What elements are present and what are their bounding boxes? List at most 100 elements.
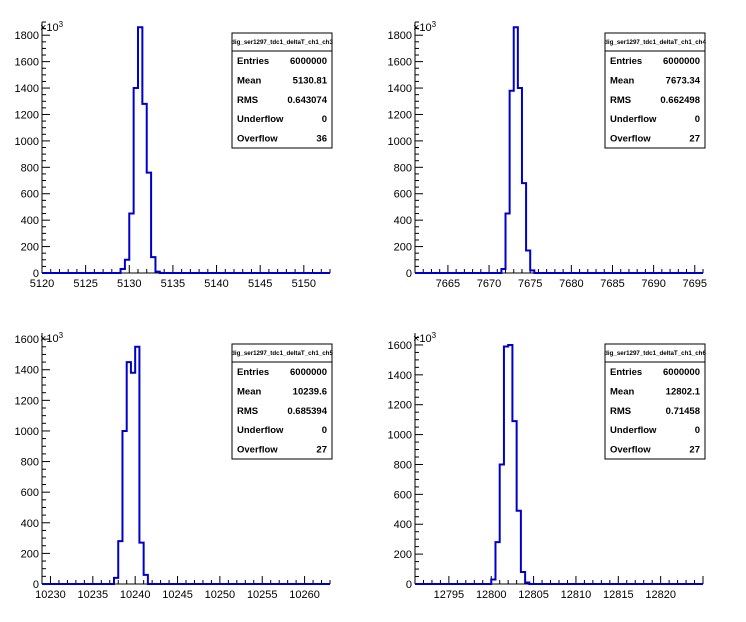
x-tick-label: 12805 — [518, 589, 549, 601]
stats-box-frame — [604, 343, 706, 460]
stat-value: 12802.1 — [666, 386, 701, 397]
x-tick-label: 7670 — [477, 278, 501, 290]
x-tick-label: 5145 — [248, 278, 272, 290]
stat-label: Overflow — [237, 445, 278, 456]
stat-value: 6000000 — [290, 367, 327, 378]
y-tick-label: 0 — [33, 268, 39, 280]
stat-label: RMS — [610, 95, 631, 106]
x-tick-label: 12795 — [434, 589, 465, 601]
x-tick-label: 10235 — [78, 589, 109, 601]
y-tick-label: 1200 — [15, 395, 39, 407]
x-tick-label: 5125 — [73, 278, 97, 290]
x-tick-label: 7695 — [683, 278, 707, 290]
stats-box: dig_ser1297_tdc1_deltaT_ch1_ch6 Entries 60… — [604, 343, 706, 460]
stat-label: RMS — [237, 406, 258, 417]
y-tick-label: 400 — [21, 215, 39, 227]
x-tick-label: 12815 — [603, 589, 634, 601]
histogram-pad-4: 12795 12800 12805 12810 12815 12820 0 200 400 600… — [388, 331, 707, 601]
y-tick-label: 1000 — [388, 430, 412, 442]
stat-value: 27 — [689, 445, 700, 456]
histogram-pad-3: 10230 10235 10240 10245 10250 10255 10260 0 200 4… — [15, 331, 334, 601]
y-exponent-label: ×103 — [40, 331, 64, 345]
stat-value: 0 — [695, 425, 700, 436]
y-tick-label: 200 — [21, 242, 39, 254]
x-tick-label: 7685 — [600, 278, 624, 290]
y-tick-label: 200 — [394, 242, 412, 254]
stat-label: Mean — [237, 386, 261, 397]
x-tick-label: 5140 — [204, 278, 228, 290]
stat-label: Entries — [237, 367, 269, 378]
y-tick-label: 1400 — [388, 83, 412, 95]
y-exponent-label: ×103 — [413, 331, 437, 345]
y-tick-label: 400 — [394, 215, 412, 227]
x-tick-label: 5120 — [30, 278, 54, 290]
x-tick-label: 12800 — [476, 589, 507, 601]
y-tick-label: 600 — [21, 487, 39, 499]
stat-label: Mean — [610, 75, 634, 86]
histogram-name: dig_ser1297_tdc1_deltaT_ch1_ch5 — [231, 350, 333, 357]
y-tick-label: 400 — [394, 519, 412, 531]
y-tick-label: 800 — [394, 162, 412, 174]
histogram-pad-2: 7665 7670 7675 7680 7685 7690 7695 0 200 400 600 80… — [388, 20, 707, 290]
stat-label: RMS — [237, 95, 258, 106]
stat-value: 0.662498 — [660, 95, 700, 106]
y-tick-label: 1200 — [388, 400, 412, 412]
y-tick-label: 1400 — [15, 365, 39, 377]
y-tick-label: 800 — [21, 457, 39, 469]
y-tick-label: 1000 — [388, 136, 412, 148]
histogram-name: dig_ser1297_tdc1_deltaT_ch1_ch4 — [604, 39, 706, 46]
x-tick-label: 10240 — [120, 589, 151, 601]
y-tick-label: 400 — [21, 518, 39, 530]
x-tick-label: 10250 — [205, 589, 236, 601]
stat-value: 10239.6 — [293, 386, 327, 397]
histogram-pad-1: 5120 5125 5130 5135 5140 5145 5150 0 200 400 600 80… — [15, 20, 334, 290]
stat-label: Underflow — [237, 425, 284, 436]
stat-value: 0 — [695, 114, 700, 125]
y-tick-label: 1600 — [388, 57, 412, 69]
stat-value: 6000000 — [290, 56, 327, 67]
stat-label: Mean — [237, 75, 261, 86]
stat-value: 7673.34 — [666, 75, 701, 86]
stat-label: Entries — [610, 56, 642, 67]
stats-box: dig_ser1297_tdc1_deltaT_ch1_ch5 Entries 60… — [231, 343, 333, 460]
histogram-name: dig_ser1297_tdc1_deltaT_ch1_ch6 — [604, 350, 706, 357]
stat-value: 0 — [322, 425, 327, 436]
y-tick-label: 0 — [406, 579, 412, 591]
histogram-outline — [415, 343, 703, 585]
x-tick-label: 10260 — [289, 589, 320, 601]
y-tick-label: 1200 — [15, 109, 39, 121]
y-tick-label: 0 — [33, 579, 39, 591]
x-tick-label: 5135 — [161, 278, 185, 290]
y-tick-label: 1800 — [15, 30, 39, 42]
stat-value: 6000000 — [663, 56, 700, 67]
histogram-outline — [415, 26, 703, 274]
x-tick-label: 5130 — [117, 278, 141, 290]
stat-label: Overflow — [610, 134, 651, 145]
histogram-name: dig_ser1297_tdc1_deltaT_ch1_ch3 — [231, 39, 333, 46]
x-tick-label: 5150 — [292, 278, 316, 290]
stat-label: Overflow — [610, 445, 651, 456]
x-tick-label: 10230 — [35, 589, 66, 601]
y-exponent-label: ×103 — [413, 20, 437, 34]
stat-label: Entries — [610, 367, 642, 378]
y-tick-label: 600 — [21, 189, 39, 201]
stat-value: 0.71458 — [666, 406, 700, 417]
y-exponent-label: ×103 — [40, 20, 64, 34]
stat-label: Underflow — [610, 425, 657, 436]
stats-box: dig_ser1297_tdc1_deltaT_ch1_ch4 Entries 60… — [604, 32, 706, 149]
y-tick-label: 1200 — [388, 109, 412, 121]
stat-value: 6000000 — [663, 367, 700, 378]
stat-value: 36 — [316, 134, 327, 145]
stat-value: 0.685394 — [287, 406, 327, 417]
stats-box-frame — [604, 32, 706, 149]
x-tick-label: 12810 — [561, 589, 592, 601]
y-tick-label: 1000 — [15, 136, 39, 148]
stat-label: Entries — [237, 56, 269, 67]
stat-value: 0.643074 — [287, 95, 327, 106]
stat-value: 0 — [322, 114, 327, 125]
stat-value: 27 — [316, 445, 327, 456]
stat-label: Overflow — [237, 134, 278, 145]
stat-label: Underflow — [237, 114, 284, 125]
y-tick-label: 0 — [406, 268, 412, 280]
